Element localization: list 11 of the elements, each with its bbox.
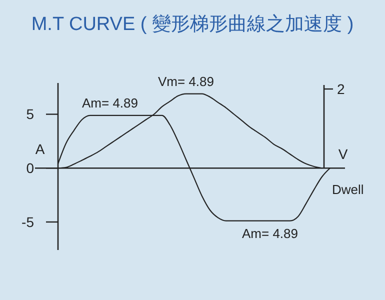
y2-axis-title: V — [338, 146, 348, 162]
y-axis-title: A — [35, 141, 46, 158]
y-tick-label: 0 — [26, 160, 34, 176]
annotation: Am= 4.89 — [82, 95, 138, 110]
chart-title: M.T CURVE ( 變形梯形曲線之加速度 ) — [31, 13, 354, 35]
text: 2 — [337, 81, 345, 97]
y-tick-label: -5 — [22, 214, 34, 230]
annotation: Vm= 4.89 — [158, 74, 214, 89]
annotation: Am= 4.89 — [242, 226, 298, 241]
y-tick-label: 5 — [26, 106, 34, 122]
x-axis-title: Dwell — [332, 182, 364, 198]
